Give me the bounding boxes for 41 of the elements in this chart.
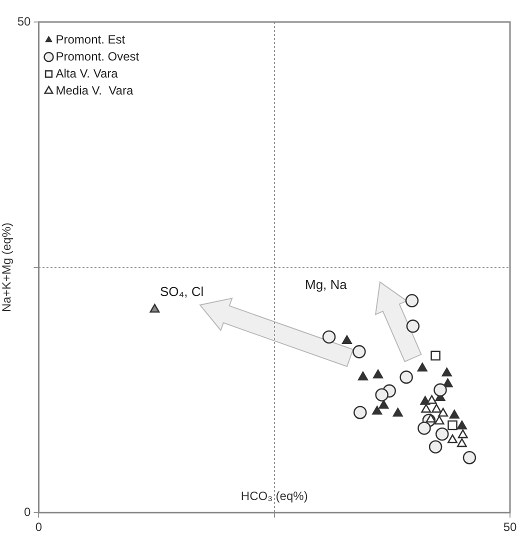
point <box>150 304 160 313</box>
y-axis-title: Na+K+Mg (eq%) <box>0 222 14 312</box>
legend-label: Media V. Vara <box>56 83 134 98</box>
legend-label: Promont. Est <box>56 32 126 46</box>
point <box>442 368 452 376</box>
point <box>353 406 367 420</box>
legend-label: Alta V. Vara <box>56 66 118 80</box>
point <box>372 406 382 415</box>
point <box>378 400 389 409</box>
point <box>428 440 442 454</box>
point <box>430 350 440 360</box>
point <box>352 345 366 358</box>
annotation: Mg, Na <box>305 277 348 292</box>
legend-label: Promont. Ovest <box>56 49 140 64</box>
point <box>458 429 468 438</box>
point <box>435 427 449 441</box>
point <box>392 408 403 417</box>
point <box>400 370 413 384</box>
point <box>421 404 432 413</box>
point <box>448 434 458 444</box>
point <box>358 372 368 380</box>
point <box>434 383 447 397</box>
point <box>449 410 460 419</box>
point <box>342 335 352 344</box>
point <box>462 451 476 464</box>
point <box>456 420 467 430</box>
point <box>405 294 419 308</box>
point <box>322 330 336 344</box>
point <box>456 438 467 448</box>
point <box>432 404 442 413</box>
point <box>426 395 437 404</box>
x-axis-title: HCO₃ (eq%) <box>240 488 308 503</box>
annotation: SO₄, Cl <box>160 284 204 300</box>
point <box>448 420 458 430</box>
point <box>375 388 388 402</box>
point <box>438 408 448 417</box>
point <box>373 370 384 378</box>
point <box>418 422 431 435</box>
point <box>434 416 444 424</box>
point <box>417 362 428 372</box>
point <box>406 320 420 333</box>
